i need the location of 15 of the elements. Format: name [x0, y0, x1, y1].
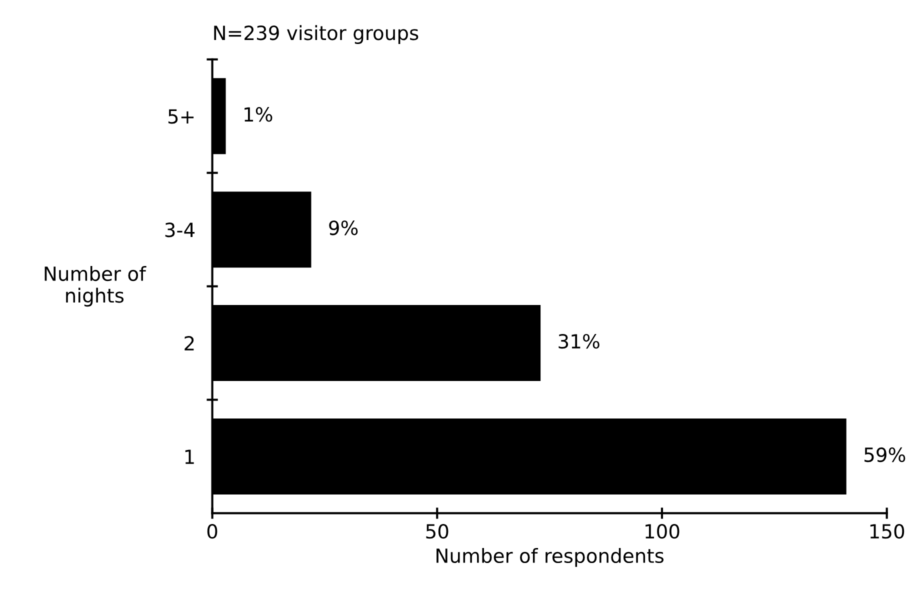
y-axis-title: Number of nights: [44, 266, 146, 307]
x-tick-label: 0: [207, 524, 218, 539]
chart-title: N=239 visitor groups: [214, 25, 418, 44]
annotation: 31%: [558, 334, 600, 349]
y-tick-label: 3-4: [165, 222, 195, 238]
x-tick-label: 150: [870, 524, 904, 539]
annotation: 9%: [329, 220, 358, 236]
annotation: 59%: [864, 447, 906, 462]
x-axis-title: Number of respondents: [436, 548, 664, 567]
y-tick-label: 5+: [168, 109, 194, 124]
x-tick-label: 50: [426, 524, 448, 539]
y-tick-label: 2: [184, 336, 194, 350]
annotation: 1%: [244, 107, 272, 122]
x-tick-label: 100: [646, 524, 680, 539]
y-tick-label: 1: [185, 450, 194, 464]
